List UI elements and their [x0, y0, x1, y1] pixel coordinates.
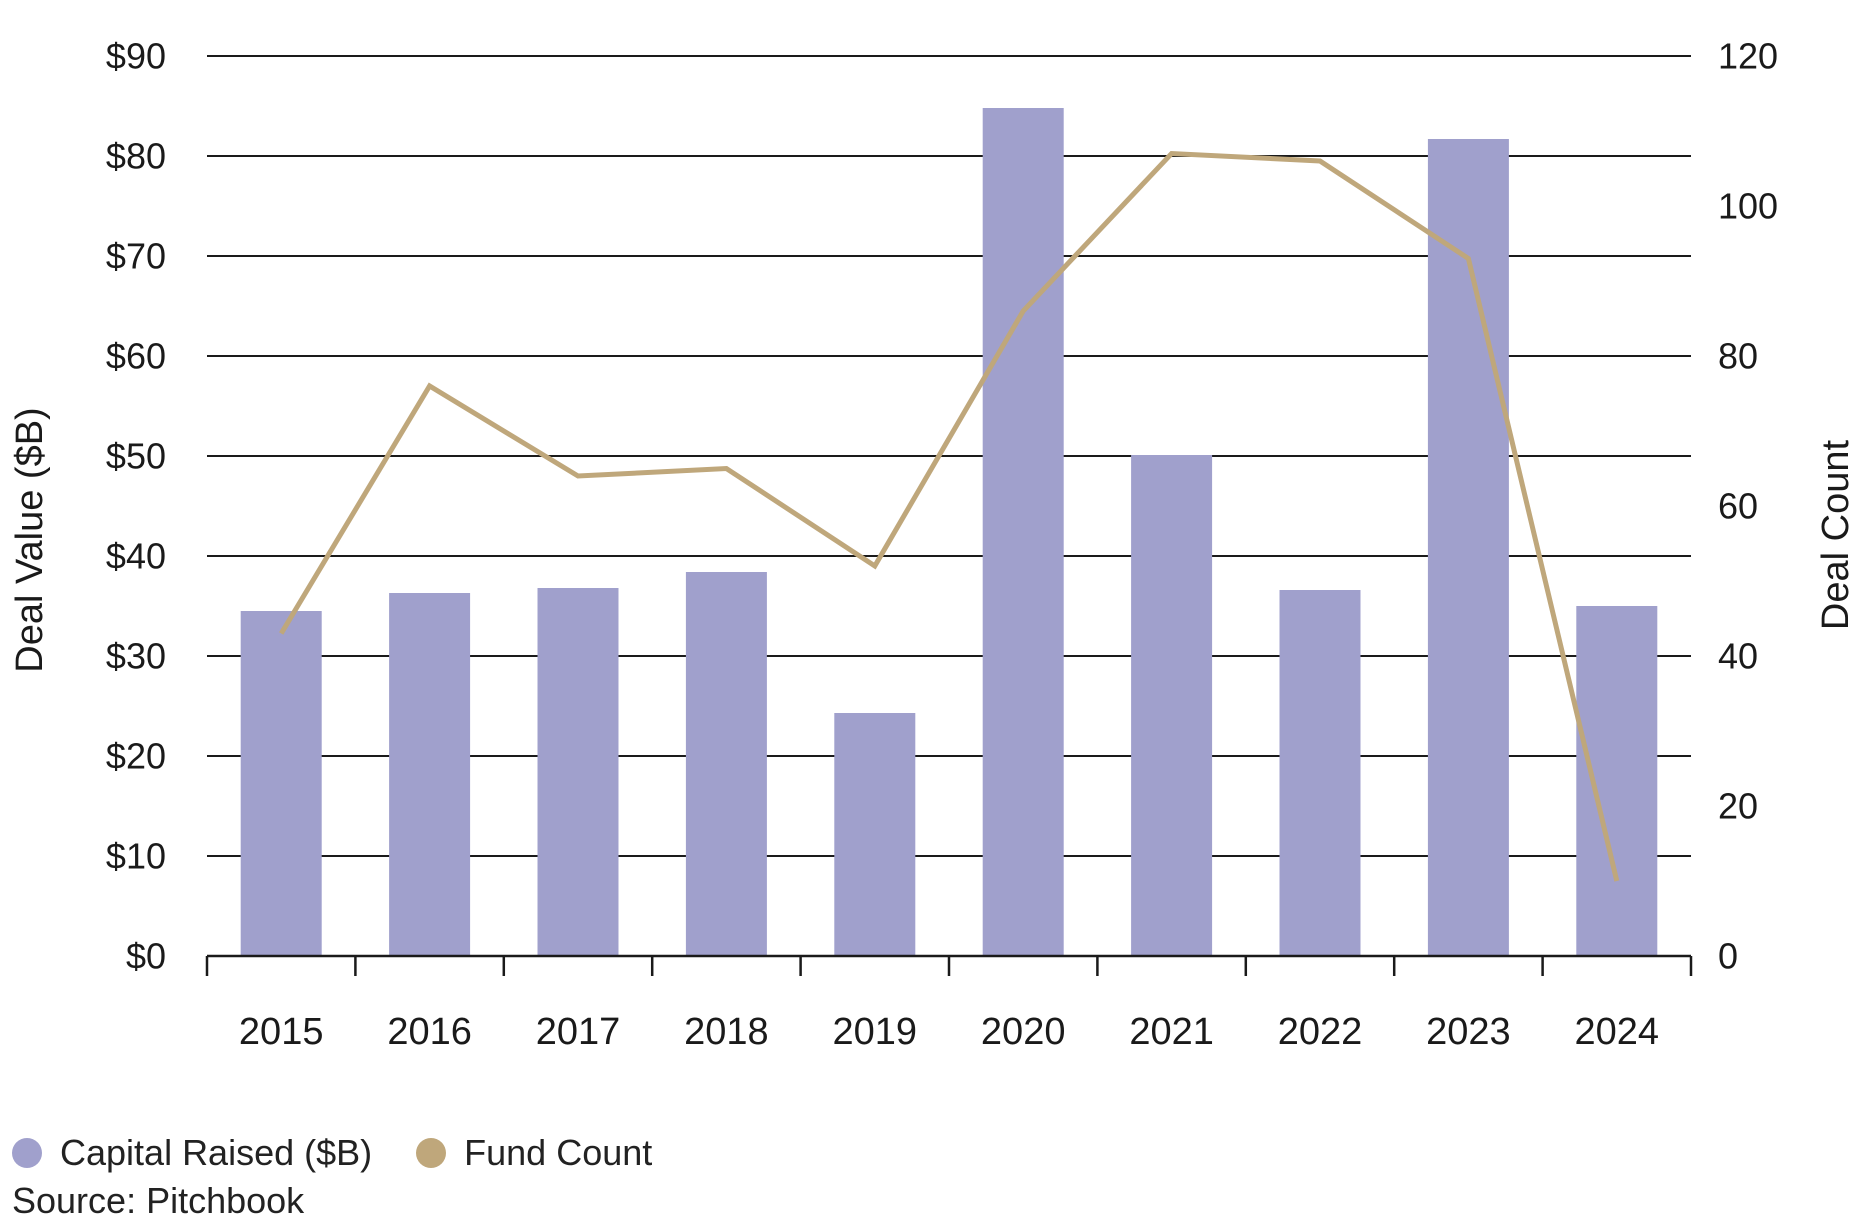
- fund-count-point-2015: [280, 633, 282, 635]
- source-note: Source: Pitchbook: [12, 1180, 305, 1221]
- x-tick-label: 2018: [684, 1011, 769, 1053]
- fund-count-point-2017: [577, 475, 579, 477]
- x-tick-label: 2024: [1575, 1011, 1660, 1053]
- x-tick-label: 2022: [1278, 1011, 1363, 1053]
- y-left-axis-title: Deal Value ($B): [9, 407, 51, 672]
- x-tick-label: 2020: [981, 1011, 1066, 1053]
- bar-2017: [537, 588, 619, 956]
- y-left-tick-label: $70: [106, 236, 166, 277]
- y-left-tick-label: $10: [106, 836, 166, 877]
- legend-swatch-fund-count: [416, 1138, 447, 1168]
- y-left-tick-label: $30: [106, 636, 166, 677]
- bar-2018: [685, 572, 767, 956]
- legend-item-fund-count: Fund Count: [416, 1132, 652, 1174]
- y-right-tick-label: 20: [1718, 786, 1758, 827]
- x-tick-label: 2019: [833, 1011, 918, 1053]
- y-left-tick-label: $40: [106, 536, 166, 577]
- x-tick-label: 2017: [536, 1011, 621, 1053]
- y-left-tick-label: $80: [106, 136, 166, 177]
- fund-count-point-2020: [1022, 310, 1024, 312]
- chart-svg: $0 $10 $20 $30 $40 $50 $60 $70 $80 $90 0 20 40 60 80 10…: [9, 36, 1857, 1054]
- bar-2019: [834, 713, 916, 956]
- x-tick-label: 2015: [239, 1011, 324, 1053]
- bar-2020: [982, 108, 1064, 956]
- bar-2016: [389, 593, 471, 956]
- y-right-tick-label: 120: [1718, 36, 1778, 77]
- legend-label-fund-count: Fund Count: [464, 1132, 653, 1173]
- fund-count-point-2022: [1319, 160, 1321, 162]
- bar-2022: [1279, 590, 1361, 956]
- bar-layer: [240, 108, 1658, 956]
- x-tick-label: 2016: [387, 1011, 472, 1053]
- y-right-tick-label: 80: [1718, 336, 1758, 377]
- fund-count-point-2021: [1171, 153, 1173, 155]
- y-right-tick-label: 100: [1718, 186, 1778, 227]
- bar-2023: [1427, 139, 1509, 956]
- y-left-tick-label: $90: [106, 36, 166, 77]
- legend: Capital Raised ($B) Fund Count: [12, 1132, 696, 1174]
- fund-count-point-2024: [1616, 880, 1618, 882]
- y-right-tick-label: 60: [1718, 486, 1758, 527]
- fund-count-line: [279, 150, 1620, 882]
- y-left-tick-label: $20: [106, 736, 166, 777]
- fund-count-point-2023: [1467, 258, 1469, 260]
- legend-swatch-capital-raised: [12, 1138, 42, 1168]
- legend-item-capital-raised: Capital Raised ($B): [12, 1132, 372, 1174]
- fund-count-point-2018: [725, 468, 727, 470]
- bar-2021: [1131, 455, 1213, 956]
- legend-label-capital-raised: Capital Raised ($B): [60, 1132, 373, 1173]
- bar-2024: [1576, 606, 1658, 956]
- x-tick-label: 2023: [1426, 1011, 1511, 1053]
- axis-layer: $0 $10 $20 $30 $40 $50 $60 $70 $80 $90 0 20 40 60 80 10…: [9, 36, 1857, 1054]
- y-right-tick-label: 40: [1718, 636, 1758, 677]
- y-right-tick-label: 0: [1718, 936, 1738, 977]
- x-tick-label: 2021: [1129, 1011, 1214, 1053]
- fund-count-point-2019: [874, 565, 876, 567]
- line-layer: [279, 150, 1620, 882]
- fund-count-point-2016: [429, 385, 431, 387]
- y-right-axis-title: Deal Count: [1815, 440, 1857, 631]
- y-left-tick-label: $0: [126, 936, 166, 977]
- y-left-tick-label: $60: [106, 336, 166, 377]
- bar-2015: [240, 611, 322, 956]
- y-left-tick-label: $50: [106, 436, 166, 477]
